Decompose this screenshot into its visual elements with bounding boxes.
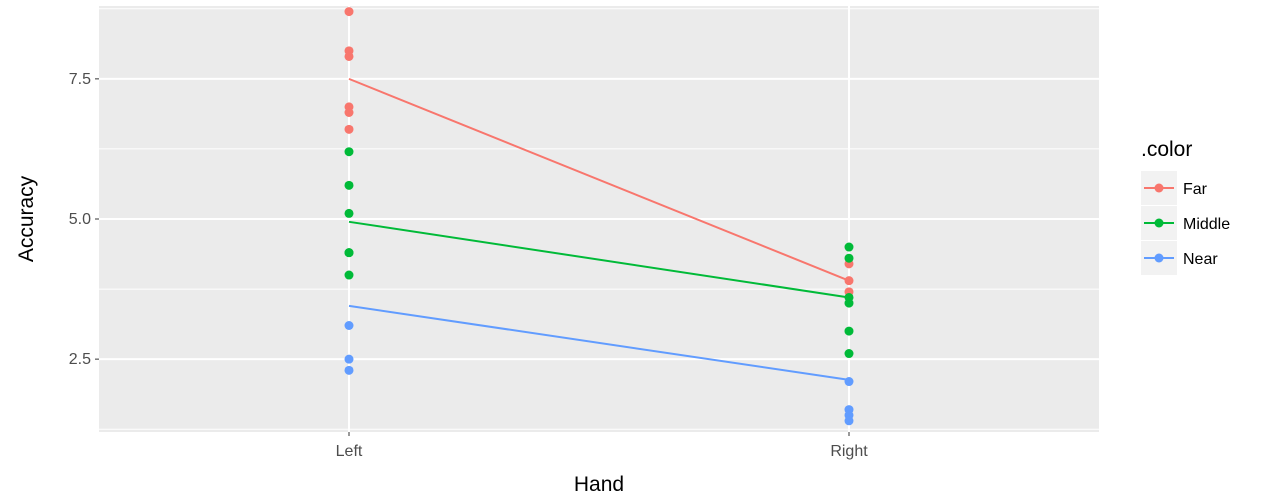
legend-title: .color [1141, 138, 1192, 161]
legend: .color Far Middle Near [1141, 138, 1230, 275]
x-axis: Left Right [336, 432, 868, 460]
series-points [344, 7, 854, 426]
grid-major [99, 6, 1099, 432]
data-point-middle [344, 208, 354, 218]
data-point-near [344, 321, 354, 330]
legend-label: Middle [1183, 216, 1230, 233]
y-axis: 2.5 5.0 7.5 [69, 71, 99, 368]
data-point-middle [844, 349, 854, 359]
legend-key-point [1154, 183, 1164, 193]
legend-key-point [1154, 253, 1164, 263]
y-tick-label: 7.5 [69, 71, 91, 88]
data-point-near [844, 377, 854, 387]
data-point-middle [844, 326, 854, 336]
series-line-middle [348, 220, 850, 299]
data-point-middle [344, 180, 354, 190]
x-axis-title: Hand [574, 473, 624, 496]
data-point-far [344, 7, 354, 17]
data-point-middle [844, 298, 854, 308]
series-line-far [348, 77, 850, 282]
y-tick-label: 5.0 [69, 211, 91, 228]
data-point-middle [844, 253, 854, 263]
legend-label: Far [1183, 181, 1208, 198]
y-tick-label: 2.5 [69, 351, 91, 368]
x-tick-label: Left [336, 443, 363, 460]
series-lines [348, 77, 850, 381]
legend-label: Near [1183, 251, 1218, 268]
legend-key-point [1154, 218, 1164, 228]
data-point-far [344, 124, 354, 134]
data-point-near [344, 354, 354, 364]
series-line-near [348, 304, 850, 381]
data-point-middle [844, 242, 854, 252]
data-point-middle [344, 270, 354, 280]
data-point-far [844, 276, 854, 286]
data-point-middle [344, 248, 354, 258]
grid-minor [99, 8, 1099, 430]
data-point-far [344, 51, 354, 61]
data-point-near [844, 416, 854, 426]
y-axis-title: Accuracy [15, 175, 38, 262]
data-point-far [344, 108, 354, 117]
data-point-near [344, 365, 354, 375]
x-tick-label: Right [830, 443, 868, 460]
data-point-middle [344, 147, 354, 157]
